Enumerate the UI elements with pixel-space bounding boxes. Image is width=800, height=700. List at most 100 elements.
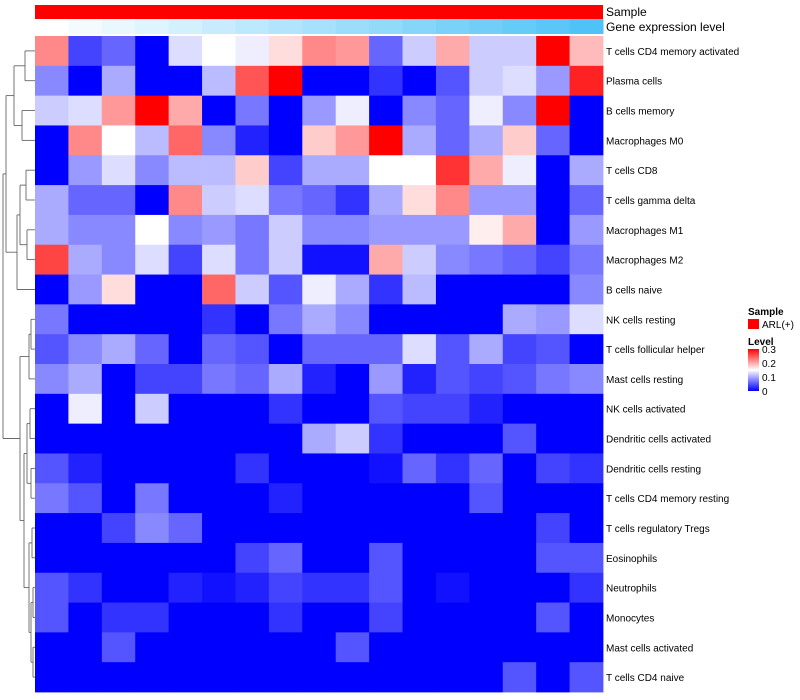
heatmap-cell [68, 304, 103, 335]
heatmap-cell [302, 304, 337, 335]
heatmap-cell [202, 185, 236, 216]
heatmap-cell [268, 632, 303, 663]
heatmap-cell [469, 364, 504, 395]
heatmap-cell [135, 65, 170, 97]
heatmap-cell [536, 36, 570, 67]
sample-track-label: Sample [606, 5, 647, 19]
heatmap-cells [35, 36, 604, 693]
heatmap-cell [135, 185, 170, 216]
heatmap-cell [402, 662, 437, 693]
heatmap-cell [435, 483, 470, 514]
heatmap-cell [202, 36, 236, 67]
heatmap-cell [369, 36, 403, 67]
heatmap-cell [536, 513, 570, 544]
heatmap-cell [235, 572, 270, 603]
heatmap-cell [435, 513, 470, 544]
heatmap-cell [335, 662, 370, 693]
heatmap-cell [402, 334, 437, 365]
heatmap-cell [502, 513, 537, 544]
expression-track-cell [202, 19, 236, 34]
expression-track-cell [536, 19, 571, 34]
heatmap-cell [202, 572, 236, 603]
heatmap-cell [235, 185, 270, 216]
heatmap-cell [435, 423, 470, 454]
heatmap-cell [536, 662, 570, 693]
heatmap-cell [168, 95, 203, 126]
heatmap-cell [469, 185, 504, 216]
heatmap-cell [268, 304, 303, 335]
heatmap-cell [502, 244, 537, 275]
heatmap-cell [335, 155, 370, 186]
heatmap-cell [402, 185, 437, 216]
heatmap-cell [35, 364, 69, 395]
heatmap-cell [335, 542, 370, 574]
heatmap-cell [369, 304, 403, 335]
heatmap-cell [302, 453, 337, 484]
heatmap-cell [435, 65, 470, 97]
row-label: NK cells activated [606, 405, 685, 416]
heatmap-cell [335, 185, 370, 216]
heatmap-cell [68, 662, 103, 693]
heatmap-cell [202, 125, 236, 156]
heatmap-cell [235, 513, 270, 544]
heatmap-cell [435, 662, 470, 693]
heatmap-cell [402, 244, 437, 275]
expression-track-cell [268, 19, 303, 34]
heatmap-cell [101, 214, 136, 246]
heatmap-cell [536, 185, 570, 216]
heatmap-cell [68, 65, 103, 97]
heatmap-cell [536, 572, 570, 603]
heatmap-cell [168, 185, 203, 216]
heatmap-cell [302, 244, 337, 275]
heatmap-cell [435, 334, 470, 365]
heatmap-cell [268, 125, 303, 156]
heatmap-cell [235, 274, 270, 305]
heatmap-cell [135, 36, 170, 67]
heatmap-cell [469, 65, 504, 97]
heatmap-cell [469, 423, 504, 454]
heatmap-cell [168, 244, 203, 275]
heatmap-cell [202, 632, 236, 663]
heatmap-cell [569, 453, 604, 484]
heatmap-cell [335, 423, 370, 454]
row-label: T cells regulatory Tregs [606, 524, 710, 535]
heatmap-cell [302, 423, 337, 454]
legend-sample-entry: ARL(+) [762, 320, 794, 331]
heatmap-cell [402, 274, 437, 305]
heatmap-cell [435, 36, 470, 67]
heatmap-cell [202, 214, 236, 246]
heatmap-cell [369, 602, 403, 633]
heatmap-cell [435, 632, 470, 663]
heatmap-cell [135, 483, 170, 514]
heatmap-cell [469, 513, 504, 544]
heatmap-cell [101, 334, 136, 365]
heatmap-cell [202, 364, 236, 395]
heatmap-cell [35, 542, 69, 574]
heatmap-cell [369, 334, 403, 365]
heatmap-cell [68, 125, 103, 156]
row-label: Plasma cells [606, 77, 662, 88]
heatmap-cell [268, 662, 303, 693]
heatmap-cell [469, 304, 504, 335]
heatmap-cell [168, 125, 203, 156]
heatmap-cell [435, 453, 470, 484]
heatmap-cell [369, 274, 403, 305]
heatmap-cell [101, 662, 136, 693]
heatmap-cell [569, 364, 604, 395]
heatmap-cell [68, 453, 103, 484]
heatmap-cell [335, 602, 370, 633]
heatmap-cell [101, 244, 136, 275]
heatmap-cell [502, 632, 537, 663]
heatmap-cell [569, 483, 604, 514]
heatmap-cell [68, 36, 103, 67]
heatmap-cell [35, 125, 69, 156]
heatmap-cell [502, 65, 537, 97]
heatmap-cell [235, 483, 270, 514]
heatmap-cell [469, 662, 504, 693]
heatmap-cell [302, 36, 337, 67]
heatmap-cell [502, 483, 537, 514]
heatmap-cell [569, 662, 604, 693]
annotation-tracks: Sample Gene expression level [35, 5, 725, 34]
heatmap-cell [435, 304, 470, 335]
